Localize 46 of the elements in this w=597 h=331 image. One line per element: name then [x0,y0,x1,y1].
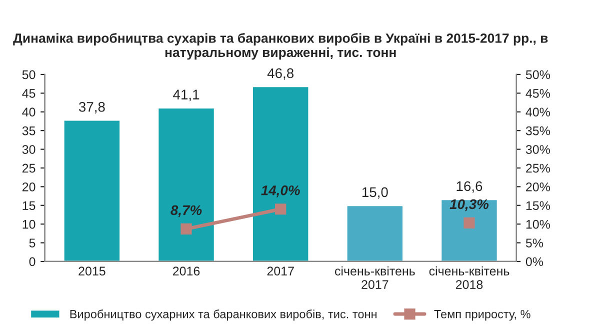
data-label: 16,6 [456,181,482,193]
data-label: 15,0 [362,187,388,199]
x-tick-label: січень-квітень 2018 [429,266,510,289]
y2-tick-label: 20% [526,182,550,192]
y-tick-label: 0 [29,257,36,266]
y2-tick-label: 40% [526,108,550,117]
data-label: 41,1 [173,90,200,102]
bar [157,107,216,262]
legend-label: Темп приросту, % [434,310,530,321]
legend-label: Виробництво сухарних та баранкових виробів, тис. тонн [70,310,376,321]
data-label: 46,8 [267,68,294,80]
y2-tick-label: 15% [526,201,550,210]
y2-tick-label: 45% [526,89,550,98]
data-label: 14,0% [261,185,300,198]
y-tick-label: 20 [22,182,36,192]
y2-tick-label: 5% [526,238,544,248]
bar [62,119,121,262]
y2-tick-label: 50% [526,70,550,80]
x-tick-label: 2015 [78,266,106,276]
y2-tick-label: 0% [526,257,544,266]
y-tick-label: 40 [22,108,36,117]
bar [252,86,310,262]
point [275,204,286,215]
y-tick-label: 5 [29,238,36,248]
y-tick-label: 30 [22,145,36,154]
y-tick-label: 25 [22,164,36,173]
y-tick-label: 15 [22,201,36,210]
y-tick-label: 10 [22,220,36,229]
y-tick-label: 50 [22,70,36,80]
y-tick-label: 35 [22,126,36,136]
data-label: 37,8 [78,102,105,114]
data-label: 8,7% [170,205,202,218]
data-label: 10,3% [450,199,489,212]
bar [346,204,404,262]
y2-tick-label: 35% [526,126,550,136]
chart-title: Динаміка виробництва сухарів та баранкових виробів в Україні в 2015-2017 рр., в натуральному вираженні, тис. тонн [13,33,548,60]
x-tick-label: 2017 [267,266,294,276]
y2-tick-label: 10% [526,220,550,229]
y2-tick-label: 30% [526,145,550,154]
point [180,223,192,235]
y-tick-label: 45 [22,89,36,98]
point [464,217,475,229]
x-tick-label: 2016 [172,266,200,276]
y2-tick-label: 25% [526,164,550,173]
x-tick-label: січень-квітень 2017 [334,266,415,289]
bar [440,198,498,262]
